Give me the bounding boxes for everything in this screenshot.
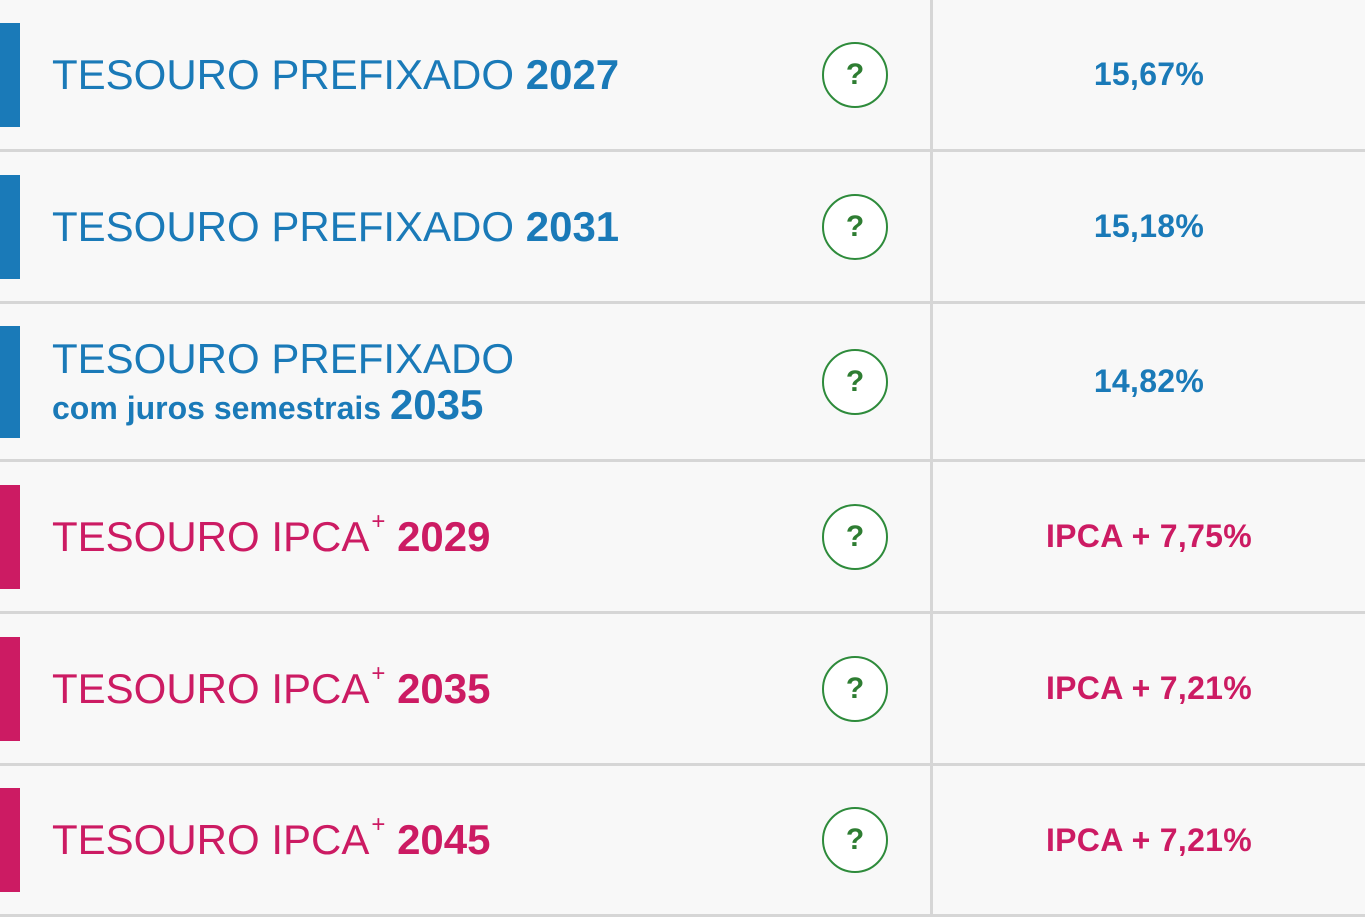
bond-rate: 14,82% xyxy=(930,304,1365,459)
bond-title: TESOURO PREFIXADO 2031 xyxy=(52,204,619,248)
question-mark-circle-icon[interactable]: ? xyxy=(822,348,888,415)
bond-name-cell: TESOURO IPCA+ 2029 ? xyxy=(0,462,930,611)
plus-superscript: + xyxy=(371,810,386,838)
bond-subtitle: com juros semestrais xyxy=(52,389,382,426)
bond-name: TESOURO IPCA xyxy=(52,512,370,560)
bond-year: 2045 xyxy=(397,815,491,863)
bond-name-cell: TESOURO PREFIXADO 2031 ? xyxy=(0,152,930,301)
category-color-bar xyxy=(0,484,20,589)
bond-name-cell: TESOURO IPCA+ 2045 ? xyxy=(0,766,930,914)
bond-name-cell: TESOURO IPCA+ 2035 ? xyxy=(0,614,930,763)
bond-name-cell: TESOURO PREFIXADO com juros semestrais 2… xyxy=(0,304,930,459)
bond-row-prefixado-juros-2035[interactable]: TESOURO PREFIXADO com juros semestrais 2… xyxy=(0,304,1365,462)
question-mark-circle-icon[interactable]: ? xyxy=(822,503,888,570)
question-mark-circle-icon[interactable]: ? xyxy=(822,655,888,722)
question-mark-circle-icon[interactable]: ? xyxy=(822,193,888,260)
category-color-bar xyxy=(0,174,20,279)
bond-title: TESOURO IPCA+ 2045 xyxy=(52,812,491,863)
bond-name: TESOURO IPCA xyxy=(52,815,370,863)
plus-superscript: + xyxy=(371,659,386,687)
bond-row-ipca-2029[interactable]: TESOURO IPCA+ 2029 ? IPCA + 7,75% xyxy=(0,462,1365,614)
bond-title: TESOURO PREFIXADO com juros semestrais 2… xyxy=(52,336,514,426)
bond-rate: 15,67% xyxy=(930,0,1365,149)
question-mark-circle-icon[interactable]: ? xyxy=(822,807,888,873)
bond-year: 2027 xyxy=(525,50,620,98)
bond-year: 2035 xyxy=(397,664,491,712)
plus-superscript: + xyxy=(371,507,386,535)
bond-row-prefixado-2031[interactable]: TESOURO PREFIXADO 2031 ? 15,18% xyxy=(0,152,1365,304)
question-mark-circle-icon[interactable]: ? xyxy=(822,41,888,108)
category-color-bar xyxy=(0,788,20,892)
bond-name: TESOURO IPCA xyxy=(52,664,370,712)
bond-title: TESOURO IPCA+ 2029 xyxy=(52,508,491,560)
category-color-bar xyxy=(0,325,20,438)
category-color-bar xyxy=(0,636,20,741)
bond-rate: IPCA + 7,21% xyxy=(930,614,1365,763)
category-color-bar xyxy=(0,22,20,127)
bond-title: TESOURO PREFIXADO 2027 xyxy=(52,52,619,96)
bond-name: TESOURO PREFIXADO xyxy=(52,202,515,250)
bond-name: TESOURO PREFIXADO xyxy=(52,334,515,382)
bond-row-ipca-2035[interactable]: TESOURO IPCA+ 2035 ? IPCA + 7,21% xyxy=(0,614,1365,766)
bond-rate: IPCA + 7,75% xyxy=(930,462,1365,611)
bond-rate: IPCA + 7,21% xyxy=(930,766,1365,914)
bond-row-ipca-2045[interactable]: TESOURO IPCA+ 2045 ? IPCA + 7,21% xyxy=(0,766,1365,917)
bond-row-prefixado-2027[interactable]: TESOURO PREFIXADO 2027 ? 15,67% xyxy=(0,0,1365,152)
bond-name: TESOURO PREFIXADO xyxy=(52,50,515,98)
bond-rate: 15,18% xyxy=(930,152,1365,301)
bond-year: 2031 xyxy=(525,202,620,250)
bond-subtitle-line: com juros semestrais 2035 xyxy=(52,380,514,428)
bond-year: 2029 xyxy=(397,512,491,560)
bond-name-cell: TESOURO PREFIXADO 2027 ? xyxy=(0,0,930,149)
bond-year: 2035 xyxy=(389,380,484,428)
bond-title: TESOURO IPCA+ 2035 xyxy=(52,660,491,712)
